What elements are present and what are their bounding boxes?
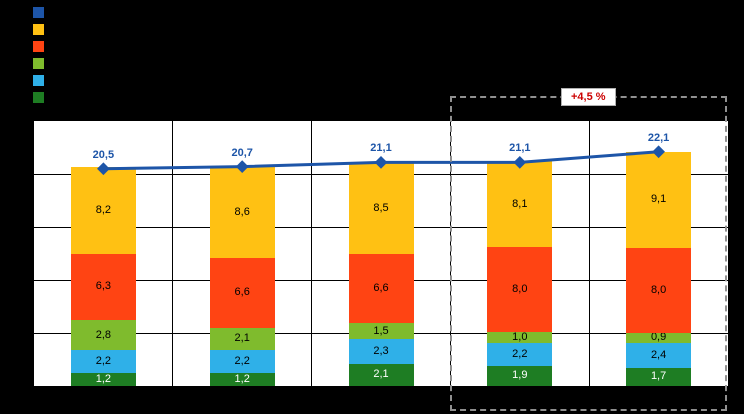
bar-segment-yellow-green: 2,8 <box>70 320 136 350</box>
bar-segment-yellow-green: 1,0 <box>487 330 553 343</box>
bar-segment-yellow-green: 1,5 <box>348 323 414 340</box>
segment-value-label: 8,6 <box>234 205 250 218</box>
legend-swatch-light-blue <box>33 75 44 86</box>
bar-segment-light-blue: 2,2 <box>70 349 136 374</box>
bar-segment-yellow-green: 2,1 <box>209 327 275 350</box>
segment-value-label: 1,7 <box>650 370 667 383</box>
bar-segment-yellow-orange: 8,5 <box>348 163 414 254</box>
segment-value-label: 2,4 <box>650 348 667 361</box>
bar-segment-light-blue: 2,2 <box>209 349 275 374</box>
segment-value-label: 8,5 <box>373 201 389 214</box>
total-marker-icon <box>97 162 110 176</box>
segment-value-label: 2,2 <box>234 355 250 368</box>
bar-segment-orange-red: 6,3 <box>70 253 136 321</box>
bar-segment-dark-green: 1,2 <box>70 373 136 386</box>
segment-value-label: 9,1 <box>650 193 667 206</box>
total-value-label: 21,1 <box>370 142 392 155</box>
bar-segment-yellow-orange: 8,2 <box>70 166 136 254</box>
segment-value-label: 1,5 <box>373 324 389 337</box>
bar-segment-yellow-orange: 8,6 <box>209 166 275 258</box>
bar-segment-orange-red: 8,0 <box>487 247 553 332</box>
legend-swatch-yellow-orange <box>33 24 44 35</box>
growth-annotation: +4,5 % <box>561 88 616 106</box>
segment-value-label: 2,2 <box>95 355 112 368</box>
segment-value-label: 6,6 <box>234 286 250 299</box>
bar-segment-orange-red: 6,6 <box>348 253 414 324</box>
bar-segment-orange-red: 6,6 <box>209 257 275 328</box>
segment-value-label: 8,1 <box>512 197 528 210</box>
segment-value-label: 8,2 <box>95 203 112 216</box>
legend-swatch-dark-green <box>33 92 44 103</box>
bar-segment-light-blue: 2,2 <box>487 342 553 366</box>
segment-value-label: 8,0 <box>512 283 528 296</box>
segment-value-label: 2,2 <box>512 347 528 360</box>
segment-value-label: 1,0 <box>512 330 528 343</box>
column-divider <box>172 121 174 386</box>
legend <box>33 7 44 103</box>
bar-segment-dark-green: 1,2 <box>209 373 275 386</box>
segment-value-label: 1,2 <box>234 373 250 386</box>
segment-value-label: 8,0 <box>650 284 667 297</box>
legend-swatch-yellow-green <box>33 58 44 69</box>
total-value-label: 22,1 <box>647 131 670 144</box>
total-marker-icon <box>235 160 249 173</box>
segment-value-label: 6,3 <box>95 280 112 293</box>
total-value-label: 21,1 <box>509 142 531 155</box>
total-value-label: 20,5 <box>92 148 115 161</box>
plot-area: 1,2 2,2 2,8 6,3 8,2 1,2 2,2 2,1 6,6 8,6 2,1 2,3 1,5 6… <box>33 120 729 387</box>
segment-value-label: 6,6 <box>373 281 389 294</box>
bar-segment-orange-red: 8,0 <box>626 248 692 333</box>
bar-segment-light-blue: 2,3 <box>348 339 414 364</box>
bar-segment-dark-green: 2,1 <box>348 363 414 386</box>
bar-segment-dark-green: 1,7 <box>626 367 692 386</box>
total-marker-icon <box>652 145 665 159</box>
segment-value-label: 2,8 <box>95 328 112 341</box>
legend-swatch-total-line <box>33 7 44 18</box>
segment-value-label: 2,1 <box>234 332 250 345</box>
segment-value-label: 0,9 <box>650 331 667 344</box>
segment-value-label: 1,2 <box>95 373 112 386</box>
bar-segment-light-blue: 2,4 <box>626 342 692 368</box>
legend-swatch-orange-red <box>33 41 44 52</box>
column-divider <box>588 121 590 386</box>
total-value-label: 20,7 <box>231 146 253 159</box>
segment-value-label: 2,3 <box>373 345 389 358</box>
bar-segment-dark-green: 1,9 <box>487 365 553 386</box>
column-divider <box>311 121 313 386</box>
segment-value-label: 1,9 <box>512 369 528 382</box>
bar-segment-yellow-orange: 8,1 <box>487 161 553 248</box>
total-marker-icon <box>513 155 527 169</box>
bar-segment-yellow-green: 0,9 <box>626 331 692 344</box>
total-marker-icon <box>374 155 388 169</box>
bar-segment-yellow-orange: 9,1 <box>626 151 692 249</box>
segment-value-label: 2,1 <box>373 368 389 381</box>
total-line-chart <box>97 145 665 176</box>
